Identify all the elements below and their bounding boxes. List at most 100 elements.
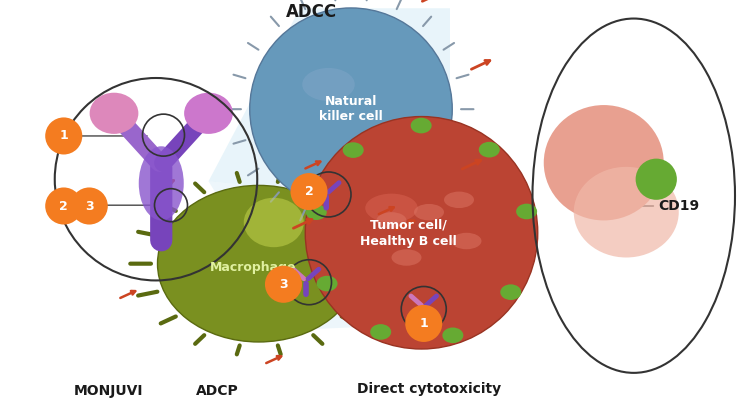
FancyArrowPatch shape <box>159 180 174 187</box>
FancyArrowPatch shape <box>423 16 431 26</box>
FancyArrowPatch shape <box>443 169 454 176</box>
Text: 1: 1 <box>59 129 68 143</box>
Circle shape <box>45 117 82 154</box>
Polygon shape <box>209 8 450 206</box>
Text: 2: 2 <box>304 185 313 198</box>
Ellipse shape <box>370 324 392 340</box>
Text: MONJUVI: MONJUVI <box>74 384 143 398</box>
FancyArrowPatch shape <box>308 269 319 279</box>
FancyArrowPatch shape <box>138 232 158 236</box>
Text: Direct cytotoxicity: Direct cytotoxicity <box>357 382 501 396</box>
Ellipse shape <box>365 194 418 222</box>
Ellipse shape <box>302 68 355 101</box>
FancyArrowPatch shape <box>195 183 204 192</box>
FancyArrowPatch shape <box>278 173 280 182</box>
Circle shape <box>45 187 82 225</box>
Ellipse shape <box>139 146 184 220</box>
Ellipse shape <box>184 93 233 134</box>
Ellipse shape <box>392 249 422 266</box>
Ellipse shape <box>158 185 360 342</box>
FancyArrowPatch shape <box>163 126 197 163</box>
Circle shape <box>305 117 538 349</box>
FancyArrowPatch shape <box>305 162 320 169</box>
Circle shape <box>70 187 108 225</box>
FancyArrowPatch shape <box>195 335 204 344</box>
Ellipse shape <box>544 105 664 220</box>
Text: CD19: CD19 <box>658 199 700 213</box>
FancyArrowPatch shape <box>120 291 135 298</box>
Text: 2: 2 <box>59 199 68 213</box>
Ellipse shape <box>90 93 138 134</box>
Ellipse shape <box>316 276 338 291</box>
FancyArrowPatch shape <box>334 218 335 230</box>
Text: Natural
killer cell: Natural killer cell <box>320 95 383 123</box>
Ellipse shape <box>500 284 521 300</box>
FancyArrowPatch shape <box>422 0 441 1</box>
FancyArrowPatch shape <box>248 43 259 50</box>
FancyArrowPatch shape <box>266 356 281 363</box>
FancyArrowPatch shape <box>328 183 339 192</box>
FancyArrowPatch shape <box>457 75 469 78</box>
FancyArrowPatch shape <box>233 140 245 144</box>
FancyArrowPatch shape <box>367 218 368 230</box>
Text: Healthy B cell: Healthy B cell <box>361 234 458 248</box>
Text: 1: 1 <box>419 317 428 330</box>
FancyArrowPatch shape <box>472 61 490 69</box>
FancyArrowPatch shape <box>426 296 436 306</box>
FancyArrowPatch shape <box>360 232 380 236</box>
FancyArrowPatch shape <box>342 204 357 211</box>
FancyArrowPatch shape <box>300 209 305 220</box>
Text: ADCP: ADCP <box>196 384 238 398</box>
FancyArrowPatch shape <box>314 335 322 344</box>
FancyArrowPatch shape <box>248 169 259 176</box>
FancyArrowPatch shape <box>271 16 279 26</box>
Text: Macrophage: Macrophage <box>210 261 297 274</box>
Ellipse shape <box>574 167 679 258</box>
FancyArrowPatch shape <box>411 296 422 306</box>
Ellipse shape <box>478 142 500 157</box>
FancyArrowPatch shape <box>423 192 431 202</box>
FancyArrowPatch shape <box>160 204 176 211</box>
Ellipse shape <box>452 233 482 249</box>
FancyArrowPatch shape <box>457 140 469 144</box>
FancyArrowPatch shape <box>300 0 305 9</box>
Ellipse shape <box>635 159 677 200</box>
FancyArrowPatch shape <box>271 192 279 202</box>
FancyArrowPatch shape <box>160 316 176 323</box>
Text: Tumor cell/: Tumor cell/ <box>370 218 447 231</box>
Ellipse shape <box>343 142 364 158</box>
FancyArrowPatch shape <box>395 221 414 229</box>
Circle shape <box>405 305 442 342</box>
Text: 3: 3 <box>85 199 94 213</box>
FancyArrowPatch shape <box>138 292 158 295</box>
Circle shape <box>265 266 302 303</box>
FancyArrowPatch shape <box>342 316 357 323</box>
FancyArrowPatch shape <box>237 345 240 354</box>
Circle shape <box>290 173 328 210</box>
Ellipse shape <box>306 204 327 220</box>
Ellipse shape <box>244 198 304 247</box>
FancyArrowPatch shape <box>125 126 160 163</box>
Text: 3: 3 <box>279 278 288 291</box>
FancyArrowPatch shape <box>462 160 481 169</box>
FancyArrowPatch shape <box>237 173 240 182</box>
Ellipse shape <box>516 204 537 219</box>
Ellipse shape <box>444 192 474 208</box>
Ellipse shape <box>411 118 432 133</box>
Ellipse shape <box>414 204 444 220</box>
FancyArrowPatch shape <box>360 292 380 295</box>
FancyArrowPatch shape <box>314 183 324 192</box>
FancyArrowPatch shape <box>397 0 402 9</box>
FancyArrowPatch shape <box>293 220 312 228</box>
Text: ADCC: ADCC <box>286 3 337 21</box>
Ellipse shape <box>376 212 406 229</box>
FancyArrowPatch shape <box>397 209 402 220</box>
FancyArrowPatch shape <box>293 269 304 279</box>
FancyArrowPatch shape <box>379 207 394 214</box>
FancyArrowPatch shape <box>278 345 280 354</box>
FancyArrowPatch shape <box>314 183 322 192</box>
Circle shape <box>250 8 452 211</box>
Ellipse shape <box>442 328 464 343</box>
FancyArrowPatch shape <box>443 43 454 50</box>
FancyArrowPatch shape <box>233 75 245 78</box>
